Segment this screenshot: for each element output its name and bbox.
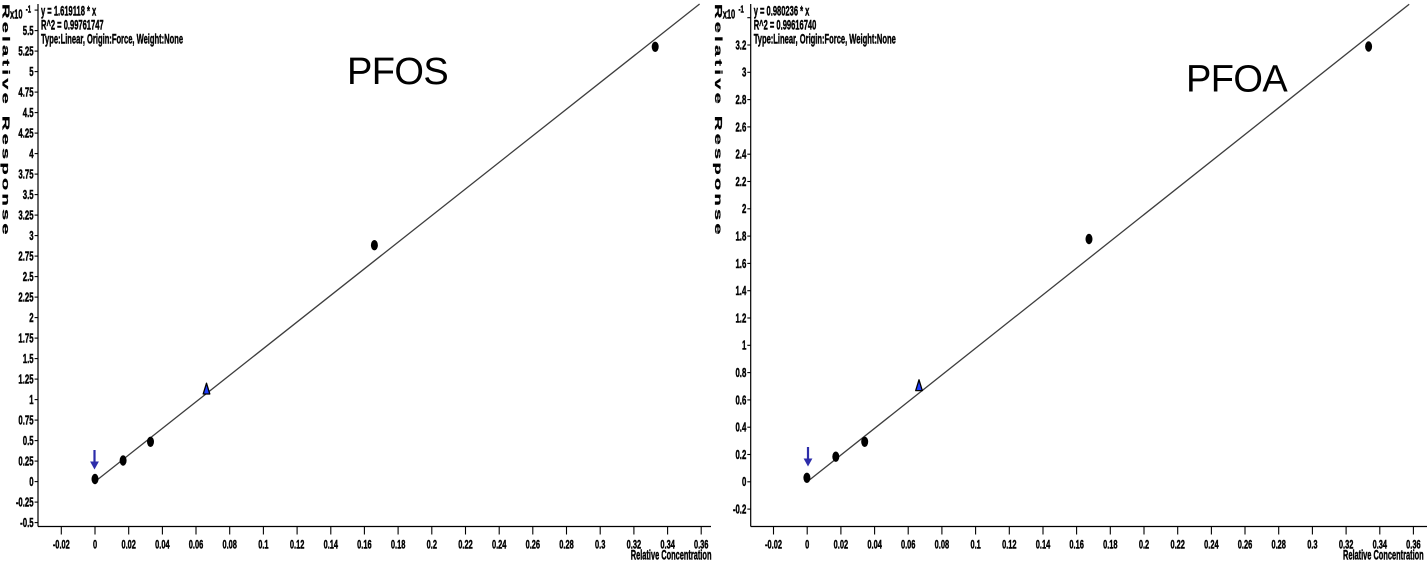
svg-text:4: 4 xyxy=(29,147,33,162)
svg-text:0.32: 0.32 xyxy=(627,539,642,552)
svg-text:3: 3 xyxy=(29,229,33,244)
svg-text:0.02: 0.02 xyxy=(834,539,849,552)
svg-text:2.8: 2.8 xyxy=(735,93,746,108)
svg-text:3.75: 3.75 xyxy=(18,168,33,183)
svg-text:4.5: 4.5 xyxy=(23,106,34,121)
svg-text:3.2: 3.2 xyxy=(735,38,746,53)
svg-text:1.5: 1.5 xyxy=(23,352,34,367)
svg-text:0.26: 0.26 xyxy=(1238,539,1253,552)
svg-text:0.24: 0.24 xyxy=(492,539,507,552)
svg-text:0.06: 0.06 xyxy=(189,539,204,552)
svg-text:-0.2: -0.2 xyxy=(733,503,746,518)
svg-text:R^2 = 0.99761747: R^2 = 0.99761747 xyxy=(41,18,104,33)
svg-text:0.14: 0.14 xyxy=(1036,539,1051,552)
svg-text:2.5: 2.5 xyxy=(23,270,34,285)
svg-text:0.25: 0.25 xyxy=(18,455,33,470)
svg-text:PFOA: PFOA xyxy=(1186,59,1288,101)
svg-text:3.25: 3.25 xyxy=(18,209,33,224)
svg-text:0.28: 0.28 xyxy=(1271,539,1286,552)
svg-text:2: 2 xyxy=(742,202,746,217)
svg-text:2: 2 xyxy=(29,311,33,326)
svg-text:-0.02: -0.02 xyxy=(53,539,70,552)
svg-text:Type:Linear, Origin:Force, Wei: Type:Linear, Origin:Force, Weight:None xyxy=(754,32,896,47)
svg-text:0.02: 0.02 xyxy=(121,539,136,552)
svg-text:-1: -1 xyxy=(26,4,32,15)
svg-text:0.08: 0.08 xyxy=(935,539,950,552)
svg-text:0.36: 0.36 xyxy=(1406,539,1421,552)
svg-text:0.5: 0.5 xyxy=(23,434,34,449)
svg-text:Relative Concentration: Relative Concentration xyxy=(1343,548,1424,563)
svg-text:1.2: 1.2 xyxy=(735,311,746,326)
svg-text:0: 0 xyxy=(805,539,809,552)
svg-text:1.6: 1.6 xyxy=(735,257,746,272)
svg-text:0: 0 xyxy=(742,475,746,490)
svg-text:R^2 = 0.99616740: R^2 = 0.99616740 xyxy=(754,18,817,33)
svg-text:-1: -1 xyxy=(739,4,745,15)
svg-text:2.4: 2.4 xyxy=(735,148,746,163)
svg-text:0.16: 0.16 xyxy=(357,539,372,552)
svg-text:4.25: 4.25 xyxy=(18,127,33,142)
svg-text:0: 0 xyxy=(29,475,33,490)
svg-text:x10: x10 xyxy=(723,9,736,22)
svg-text:5.5: 5.5 xyxy=(23,24,34,39)
svg-text:4.75: 4.75 xyxy=(18,86,33,101)
svg-text:0.6: 0.6 xyxy=(735,393,746,408)
svg-text:0.24: 0.24 xyxy=(1204,539,1219,552)
svg-text:1: 1 xyxy=(29,393,33,408)
svg-text:0.4: 0.4 xyxy=(735,421,746,436)
svg-text:5: 5 xyxy=(29,65,33,80)
svg-text:0.08: 0.08 xyxy=(222,539,237,552)
svg-text:0.34: 0.34 xyxy=(1373,539,1388,552)
svg-text:0.36: 0.36 xyxy=(694,539,709,552)
svg-text:0.14: 0.14 xyxy=(324,539,339,552)
svg-text:0.3: 0.3 xyxy=(1307,539,1318,552)
svg-text:-0.5: -0.5 xyxy=(20,516,33,531)
svg-text:1.25: 1.25 xyxy=(18,373,33,388)
svg-text:Type:Linear, Origin:Force, Wei: Type:Linear, Origin:Force, Weight:None xyxy=(41,32,183,47)
svg-text:0.2: 0.2 xyxy=(427,539,438,552)
svg-text:1.8: 1.8 xyxy=(735,230,746,245)
svg-text:0.06: 0.06 xyxy=(901,539,916,552)
svg-text:0.18: 0.18 xyxy=(1103,539,1118,552)
svg-text:0.8: 0.8 xyxy=(735,366,746,381)
svg-text:0.16: 0.16 xyxy=(1069,539,1084,552)
svg-text:0.04: 0.04 xyxy=(155,539,170,552)
svg-text:0.22: 0.22 xyxy=(458,539,473,552)
svg-text:PFOS: PFOS xyxy=(347,51,448,93)
svg-text:3: 3 xyxy=(742,66,746,81)
svg-text:2.2: 2.2 xyxy=(735,175,746,190)
svg-text:0.2: 0.2 xyxy=(735,448,746,463)
svg-text:0.04: 0.04 xyxy=(867,539,882,552)
svg-text:y = 1.619118 * x: y = 1.619118 * x xyxy=(41,4,96,19)
svg-text:0.12: 0.12 xyxy=(1002,539,1017,552)
svg-text:0.12: 0.12 xyxy=(290,539,305,552)
svg-text:1.75: 1.75 xyxy=(18,332,33,347)
svg-text:0.1: 0.1 xyxy=(970,539,981,552)
svg-text:1: 1 xyxy=(742,339,746,354)
svg-text:0.1: 0.1 xyxy=(258,539,269,552)
svg-text:5.25: 5.25 xyxy=(18,45,33,60)
svg-text:y = 0.980236 * x: y = 0.980236 * x xyxy=(754,4,810,19)
svg-text:2.75: 2.75 xyxy=(18,250,33,265)
svg-text:x10: x10 xyxy=(10,9,23,22)
svg-text:3.5: 3.5 xyxy=(23,188,34,203)
svg-text:2.25: 2.25 xyxy=(18,291,33,306)
svg-text:0.32: 0.32 xyxy=(1339,539,1354,552)
svg-text:Relative Concentration: Relative Concentration xyxy=(631,548,712,563)
svg-text:0.75: 0.75 xyxy=(18,414,33,429)
svg-text:Relative Response: Relative Response xyxy=(713,4,724,238)
svg-text:0.26: 0.26 xyxy=(526,539,541,552)
svg-text:0.18: 0.18 xyxy=(391,539,406,552)
svg-text:Relative Response: Relative Response xyxy=(0,4,11,238)
svg-text:2.6: 2.6 xyxy=(735,120,746,135)
svg-text:0.22: 0.22 xyxy=(1170,539,1185,552)
svg-text:-0.02: -0.02 xyxy=(765,539,782,552)
svg-text:-0.25: -0.25 xyxy=(16,496,34,511)
svg-text:0: 0 xyxy=(93,539,97,552)
svg-text:0.28: 0.28 xyxy=(559,539,574,552)
svg-text:0.3: 0.3 xyxy=(595,539,606,552)
svg-text:0.34: 0.34 xyxy=(660,539,675,552)
svg-text:0.2: 0.2 xyxy=(1139,539,1150,552)
svg-text:1.4: 1.4 xyxy=(735,284,746,299)
